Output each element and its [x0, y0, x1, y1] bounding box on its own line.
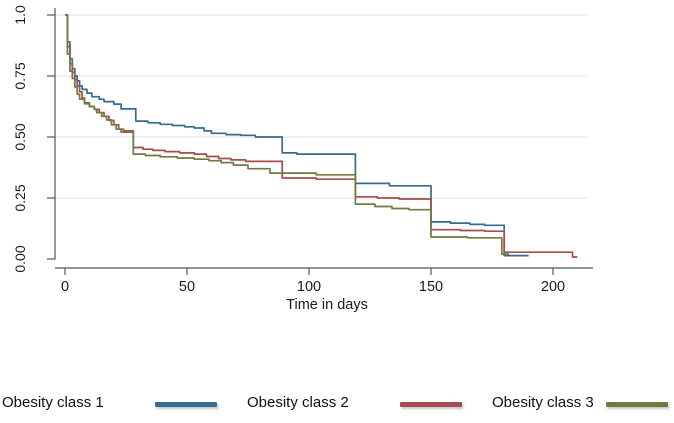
series-obesity-class-3	[65, 14, 510, 255]
y-tick-label: 0.25	[12, 184, 28, 211]
legend-swatch-obesity-class-3	[606, 402, 668, 407]
series-obesity-class-2	[65, 14, 578, 258]
y-tick-label: 0.75	[12, 62, 28, 89]
x-tick-label: 200	[541, 279, 565, 295]
y-tick-label: 0.00	[12, 245, 28, 272]
y-tick-label: 0.50	[12, 123, 28, 150]
x-tick-label: 100	[297, 279, 321, 295]
x-axis-title: Time in days	[286, 297, 368, 313]
legend-label-obesity-class-1: Obesity class 1	[2, 394, 104, 411]
legend-swatch-obesity-class-1	[155, 402, 217, 407]
x-tick-label: 150	[419, 279, 443, 295]
x-tick-label: 50	[179, 279, 195, 295]
km-survival-chart: 0.00 0.25 0.50 0.75 1.0 0 50 100 150 200	[12, 5, 593, 295]
series-obesity-class-1	[65, 14, 529, 257]
legend-swatch-obesity-class-2	[400, 402, 462, 407]
x-tick-label: 0	[61, 279, 69, 295]
legend-label-obesity-class-2: Obesity class 2	[247, 394, 349, 411]
y-tick-label: 1.0	[12, 5, 28, 25]
legend-label-obesity-class-3: Obesity class 3	[492, 394, 594, 411]
